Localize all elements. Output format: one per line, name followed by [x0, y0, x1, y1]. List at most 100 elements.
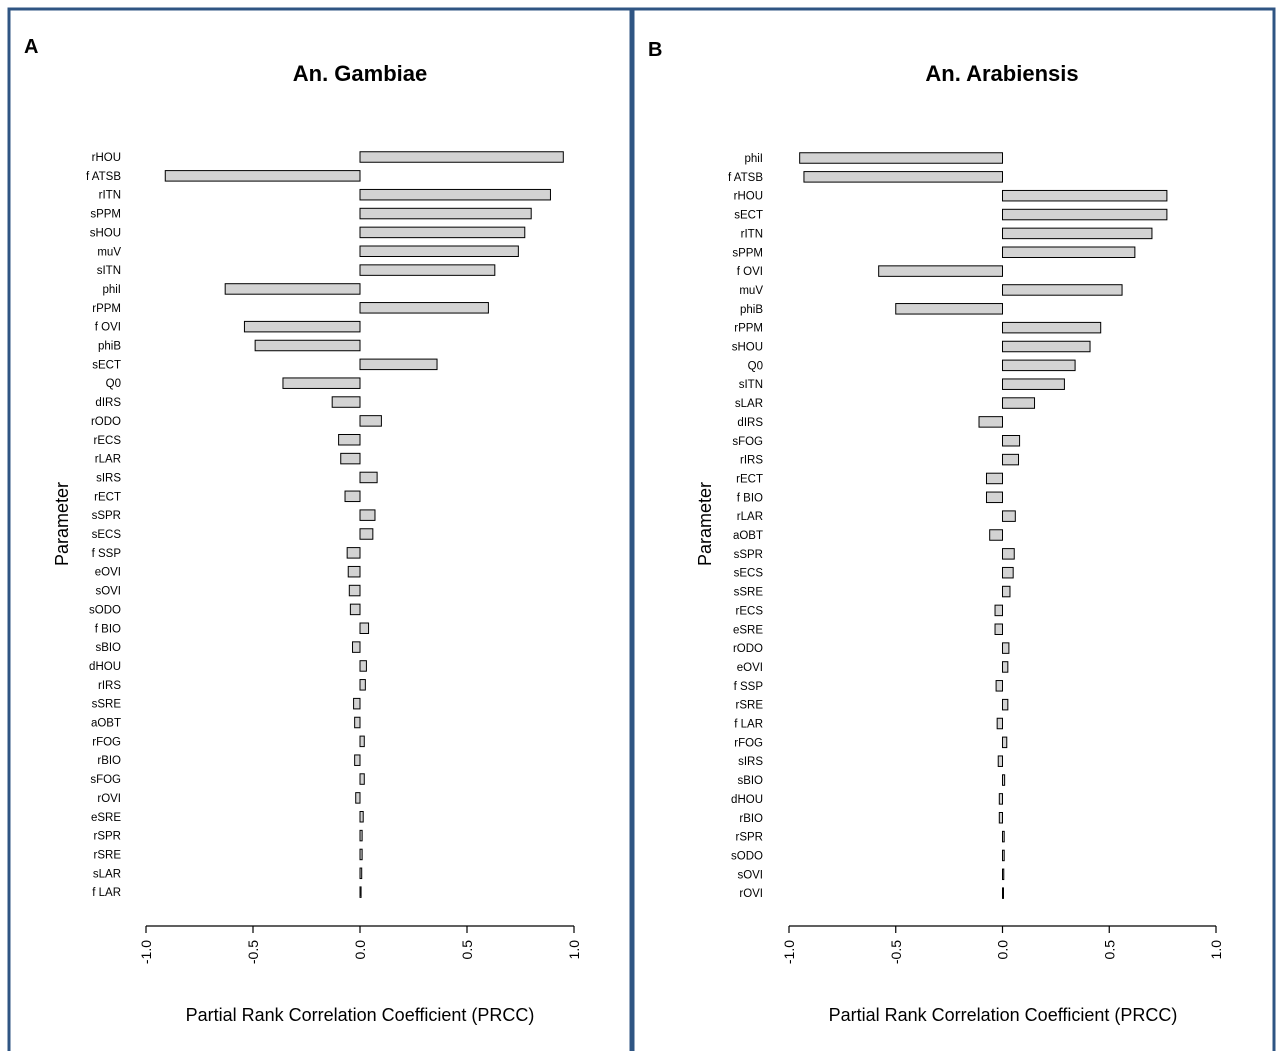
param-label: rLAR [95, 454, 121, 466]
param-label: rPPM [92, 303, 121, 315]
prcc-bar [978, 416, 1004, 428]
prcc-bar [1002, 830, 1005, 843]
prcc-bar [359, 622, 370, 634]
param-label: sECT [92, 359, 121, 371]
prcc-bar [1002, 661, 1009, 673]
param-label: rITN [99, 190, 121, 202]
prcc-bar [803, 171, 1003, 183]
param-label: sECS [734, 568, 764, 580]
param-label: sSRE [734, 587, 764, 599]
prcc-bar [994, 604, 1004, 617]
param-label: sSPR [734, 549, 763, 561]
prcc-bar [1002, 849, 1005, 862]
prcc-bar [359, 829, 363, 842]
param-label: sHOU [732, 342, 763, 354]
param-label: Q0 [106, 378, 121, 390]
param-label: sECT [734, 210, 763, 222]
prcc-bar [359, 811, 364, 823]
param-label: dHOU [89, 661, 121, 673]
prcc-bar [359, 188, 551, 201]
param-label: rSPR [736, 832, 763, 844]
param-label: rODO [91, 416, 121, 428]
param-label: sOVI [737, 869, 763, 881]
param-label: sSPR [92, 510, 121, 522]
prcc-bar [359, 679, 366, 691]
prcc-bar [282, 377, 361, 389]
param-label: rECT [736, 473, 763, 485]
prcc-bar [1002, 510, 1016, 522]
panel-b-letter: B [648, 39, 662, 61]
prcc-bar [1002, 868, 1005, 881]
param-label: sIRS [96, 472, 121, 484]
param-label: muV [739, 285, 763, 297]
prcc-bar [359, 867, 363, 880]
prcc-bar [224, 283, 361, 295]
param-label: rECS [736, 605, 764, 617]
panel-b-title: An. Arabiensis [925, 61, 1078, 86]
prcc-bar [989, 529, 1004, 541]
param-label: phiB [98, 341, 121, 353]
prcc-bar [985, 491, 1003, 504]
param-label: aOBT [733, 530, 763, 542]
param-label: sOVI [95, 586, 121, 598]
prcc-bar [1002, 246, 1136, 258]
prcc-bar [359, 528, 374, 540]
x-tick-label: 0.5 [1101, 940, 1117, 960]
param-label: sBIO [737, 775, 763, 787]
panel-a-xlabel: Partial Rank Correlation Coefficient (PR… [186, 1005, 535, 1025]
param-label: f ATSB [728, 172, 763, 184]
param-label: rECT [94, 491, 121, 503]
param-label: f OVI [95, 322, 121, 334]
prcc-bar [338, 434, 361, 446]
prcc-bar [1002, 208, 1168, 221]
param-label: f SSP [734, 681, 764, 693]
prcc-bar [1002, 642, 1010, 654]
param-label: f OVI [737, 266, 763, 278]
prcc-bar [331, 396, 361, 408]
param-label: phiB [740, 304, 763, 316]
prcc-bar [1002, 548, 1015, 560]
prcc-bar [997, 755, 1003, 767]
panel-a-plot: rHOU f ATSB rITN sPPM sHOU muV sITN phiI rPPM f O… [86, 151, 582, 964]
prcc-bar [359, 471, 378, 484]
param-label: rODO [733, 643, 763, 655]
param-label: eSRE [733, 624, 763, 636]
prcc-bar [359, 735, 365, 748]
param-label: rSRE [736, 700, 764, 712]
panel-a-title: An. Gambiae [293, 61, 427, 86]
panel-a-letter: A [24, 36, 38, 58]
prcc-bar [998, 793, 1003, 805]
prcc-bar [359, 886, 362, 898]
param-label: rSPR [94, 831, 121, 843]
x-tick-label: 0.5 [459, 940, 475, 960]
param-label: eOVI [95, 567, 121, 579]
prcc-bar [254, 339, 361, 352]
prcc-bar [359, 773, 365, 785]
prcc-bar [1002, 321, 1102, 334]
prcc-bar [1002, 585, 1011, 598]
prcc-bar [353, 697, 361, 710]
param-label: sPPM [732, 247, 763, 259]
prcc-bar [1002, 284, 1123, 296]
prcc-bar [995, 680, 1003, 692]
prcc-bar [359, 245, 519, 257]
prcc-bar [359, 660, 367, 672]
prcc-bar [340, 452, 361, 465]
param-label: sLAR [735, 398, 763, 410]
param-label: rPPM [734, 323, 763, 335]
prcc-bar [1002, 227, 1153, 240]
prcc-bar [359, 848, 363, 861]
param-label: rIRS [740, 455, 763, 467]
param-label: sFOG [90, 774, 121, 786]
prcc-bar [1002, 340, 1091, 353]
prcc-bar [1002, 774, 1006, 786]
param-label: dHOU [731, 794, 763, 806]
param-label: f LAR [734, 719, 763, 731]
panel-a-frame [7, 7, 633, 1051]
param-label: rLAR [737, 511, 763, 523]
prcc-bar [878, 265, 1003, 277]
panel-b-ylabel: Parameter [695, 482, 715, 566]
param-label: f LAR [92, 887, 121, 899]
x-tick-label: -1.0 [138, 940, 154, 964]
param-label: rFOG [92, 736, 121, 748]
